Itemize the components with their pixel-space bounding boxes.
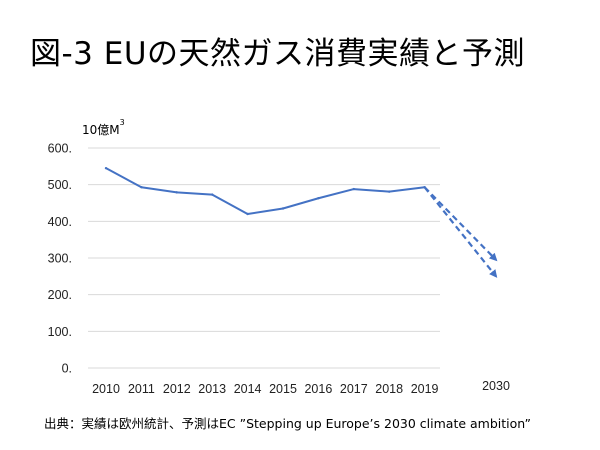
- x-tick-label-2014: 2014: [234, 382, 262, 396]
- y-tick-label: 400.: [48, 215, 72, 229]
- y-axis-ticks: 0. 100. 200. 300. 400. 500. 600.: [48, 142, 72, 376]
- y-tick-label: 0.: [62, 362, 72, 376]
- data-point-2016: [317, 197, 320, 200]
- data-point-2018: [388, 190, 391, 193]
- y-tick-label: 300.: [48, 252, 72, 266]
- source-note: 出典：実績は欧州統計、予測はEC ”Stepping up Europe’s 2…: [44, 416, 532, 431]
- series-line-actual: [105, 167, 425, 215]
- x-axis-ticks: 2010 2011 2012 2013 2014 2015 2016 2017 2018 2019…: [92, 379, 510, 396]
- x-tick-label-2030: 2030: [482, 379, 510, 393]
- x-tick-label-2016: 2016: [304, 382, 332, 396]
- x-tick-label-2012: 2012: [163, 382, 191, 396]
- x-tick-label-2013: 2013: [198, 382, 226, 396]
- data-point-2012: [175, 191, 178, 194]
- data-point-2017: [352, 187, 355, 191]
- data-point-2015: [281, 207, 285, 210]
- x-tick-label-2019: 2019: [411, 382, 439, 396]
- y-axis-unit-label: 10億M3: [82, 118, 125, 138]
- x-tick-label-2015: 2015: [269, 382, 297, 396]
- series-line-forecast-2: [423, 186, 498, 278]
- data-point-2014: [246, 212, 249, 216]
- data-series: [104, 166, 498, 278]
- x-tick-label-2017: 2017: [340, 382, 368, 396]
- y-tick-label: 200.: [48, 288, 72, 302]
- y-tick-label: 600.: [48, 142, 72, 156]
- y-tick-label: 100.: [48, 325, 72, 339]
- y-axis-unit-superscript: 3: [119, 118, 125, 127]
- x-tick-label-2010: 2010: [92, 382, 120, 396]
- y-axis-unit-text: 10億M: [82, 123, 120, 137]
- series-line-forecast-1: [423, 186, 498, 262]
- grid-lines: [88, 147, 440, 369]
- x-tick-label-2011: 2011: [128, 382, 155, 396]
- x-tick-label-2018: 2018: [375, 382, 403, 396]
- data-point-2011: [140, 186, 143, 189]
- data-point-2013: [211, 193, 214, 196]
- data-point-2010: [104, 166, 108, 170]
- chart-title: 図-3 EUの天然ガス消費実績と予測: [30, 36, 526, 72]
- y-tick-label: 500.: [48, 178, 72, 192]
